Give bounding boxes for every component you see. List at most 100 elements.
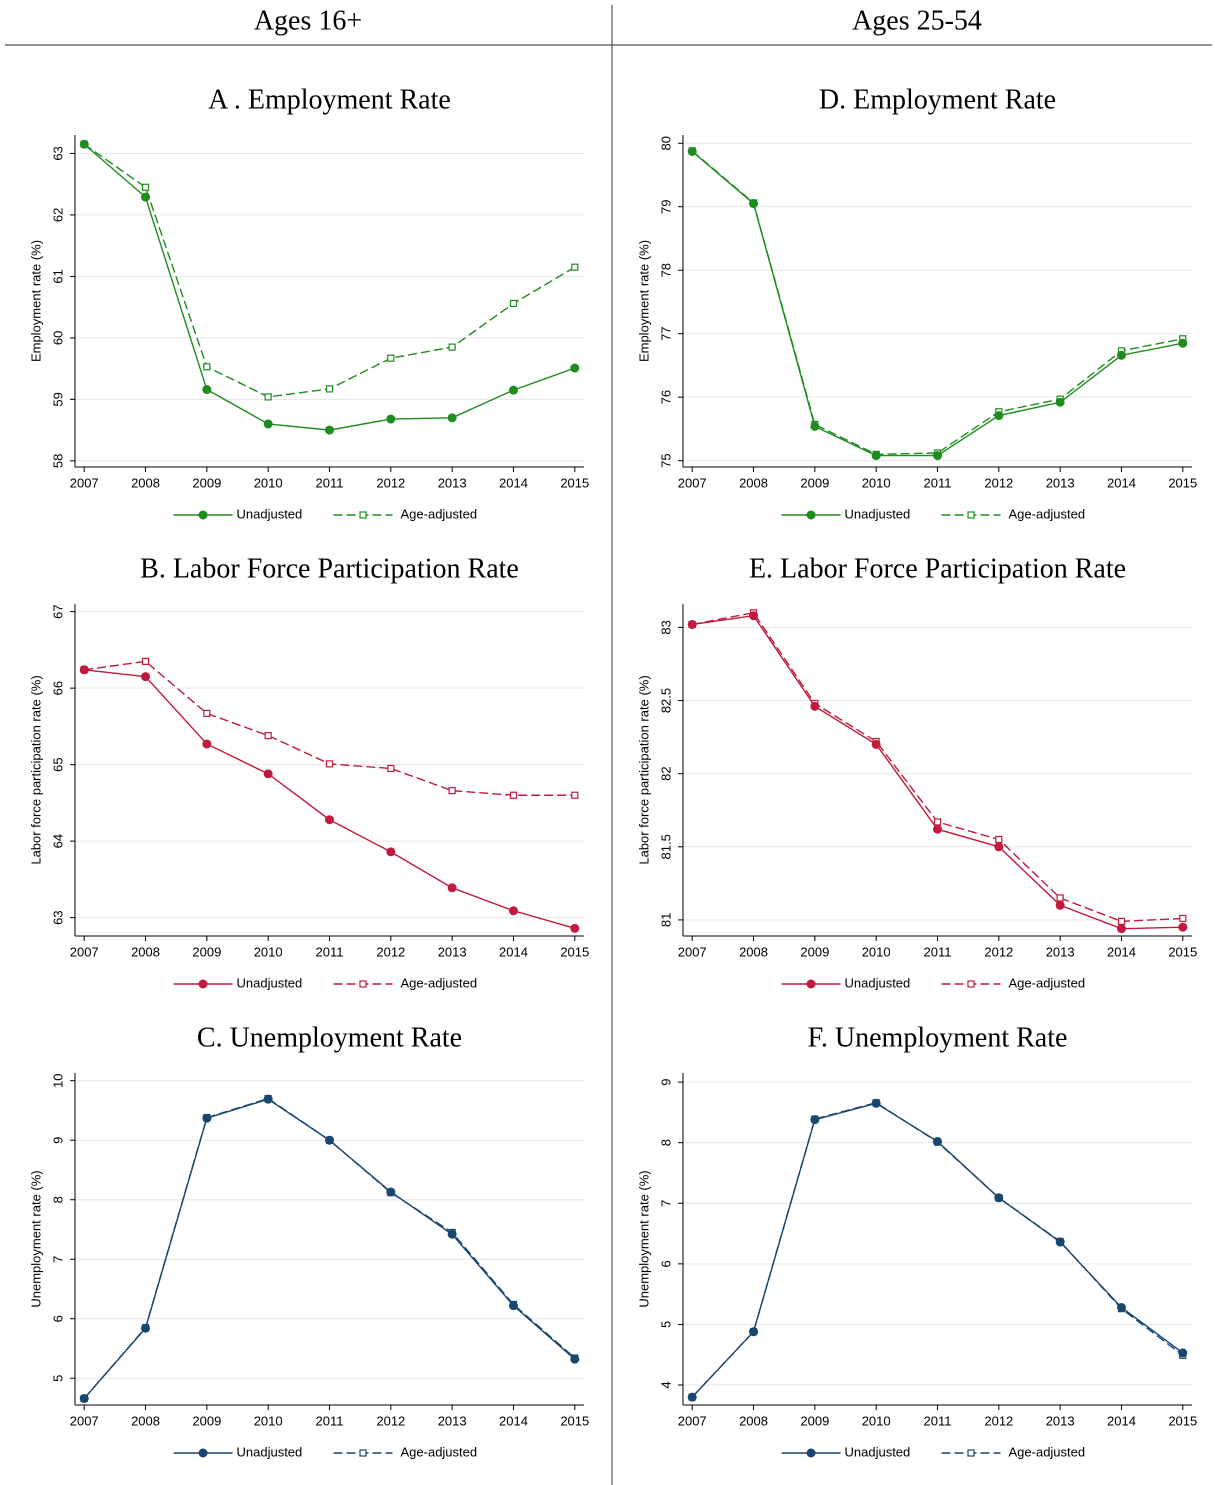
x-tick-label: 2009 <box>800 1413 829 1428</box>
marker <box>994 411 1004 421</box>
marker <box>933 1136 942 1146</box>
marker <box>447 413 457 423</box>
marker <box>571 791 579 799</box>
legend-label: Unadjusted <box>237 506 303 521</box>
x-tick-label: 2013 <box>438 944 467 959</box>
marker <box>263 1094 273 1104</box>
x-tick-label: 2007 <box>678 1413 707 1428</box>
marker <box>79 139 89 149</box>
x-tick-label: 2012 <box>984 475 1013 490</box>
legend-marker <box>967 511 975 519</box>
chart-title: B. Labor Force Participation Rate <box>140 553 519 584</box>
marker <box>1116 350 1126 360</box>
x-tick-label: 2008 <box>131 1413 160 1428</box>
x-tick-label: 2009 <box>800 944 829 959</box>
marker <box>325 1135 334 1145</box>
x-tick-label: 2012 <box>376 475 405 490</box>
marker <box>570 1354 580 1364</box>
marker <box>448 343 456 351</box>
y-tick-label: 8 <box>50 1196 65 1203</box>
x-tick-label: 2012 <box>376 1413 405 1428</box>
x-tick-label: 2007 <box>70 475 99 490</box>
marker <box>447 883 457 893</box>
x-tick-label: 2012 <box>984 944 1013 959</box>
x-tick-label: 2013 <box>1046 944 1075 959</box>
x-tick-label: 2010 <box>862 475 891 490</box>
marker <box>387 764 395 773</box>
x-tick-label: 2010 <box>254 1413 283 1428</box>
x-tick-label: 2010 <box>862 1413 891 1428</box>
x-tick-label: 2014 <box>499 475 528 490</box>
marker <box>325 385 334 393</box>
x-tick-label: 2011 <box>924 1413 952 1428</box>
chart-title: D. Employment Rate <box>819 84 1056 115</box>
marker <box>508 906 518 916</box>
x-tick-label: 2015 <box>560 944 589 959</box>
y-tick-label: 77 <box>658 326 673 340</box>
x-tick-label: 2013 <box>438 475 467 490</box>
marker <box>687 147 697 157</box>
y-tick-label: 4 <box>658 1381 673 1388</box>
marker <box>810 701 820 711</box>
y-axis-label: Labor force participation rate (%) <box>28 675 43 864</box>
marker <box>386 847 396 857</box>
chart-title: F. Unemployment Rate <box>808 1022 1068 1053</box>
marker <box>79 1393 89 1403</box>
marker <box>1179 914 1187 923</box>
x-tick-label: 2008 <box>739 1413 768 1428</box>
marker <box>994 842 1004 852</box>
marker <box>386 414 396 424</box>
x-tick-label: 2007 <box>70 1413 99 1428</box>
marker <box>1178 922 1188 932</box>
x-tick-label: 2014 <box>499 1413 528 1428</box>
y-tick-label: 8 <box>658 1139 673 1146</box>
legend-label: Unadjusted <box>237 975 303 990</box>
y-tick-label: 82.5 <box>658 688 673 713</box>
x-tick-label: 2011 <box>316 1413 344 1428</box>
marker <box>448 787 456 795</box>
x-tick-label: 2014 <box>1107 944 1136 959</box>
x-tick-label: 2011 <box>316 944 344 959</box>
x-tick-label: 2010 <box>254 944 283 959</box>
legend-label: Unadjusted <box>845 506 911 521</box>
y-tick-label: 59 <box>50 392 65 406</box>
y-tick-label: 60 <box>50 331 65 345</box>
y-tick-label: 79 <box>658 199 673 213</box>
x-tick-label: 2015 <box>1168 1413 1197 1428</box>
y-axis-label: Labor force participation rate (%) <box>636 675 651 864</box>
x-tick-label: 2014 <box>1107 475 1136 490</box>
legend-label: Age-adjusted <box>1009 1444 1086 1459</box>
marker <box>749 199 759 209</box>
marker <box>263 419 273 429</box>
marker <box>1055 900 1065 910</box>
marker <box>141 672 151 682</box>
y-axis-label: Employment rate (%) <box>28 240 43 362</box>
x-tick-label: 2010 <box>254 475 283 490</box>
x-tick-label: 2011 <box>924 475 952 490</box>
y-tick-label: 63 <box>50 146 65 160</box>
y-tick-label: 81.5 <box>658 834 673 859</box>
marker <box>141 192 151 202</box>
marker <box>263 769 273 779</box>
marker <box>447 1229 457 1239</box>
x-tick-label: 2008 <box>739 475 768 490</box>
y-tick-label: 7 <box>658 1200 673 1207</box>
marker <box>203 709 211 717</box>
y-tick-label: 83 <box>658 620 673 634</box>
marker <box>994 1193 1004 1203</box>
y-tick-label: 7 <box>50 1256 65 1263</box>
legend-label: Age-adjusted <box>401 975 478 990</box>
y-tick-label: 65 <box>50 757 65 771</box>
y-tick-label: 78 <box>658 263 673 277</box>
marker <box>1055 1237 1065 1247</box>
legend-label: Age-adjusted <box>401 1444 478 1459</box>
marker <box>1116 1302 1126 1312</box>
x-tick-label: 2012 <box>984 1413 1013 1428</box>
column-header: Ages 25-54 <box>852 5 982 36</box>
y-tick-label: 64 <box>50 834 65 848</box>
marker <box>1116 924 1126 934</box>
marker <box>325 815 334 825</box>
marker <box>79 665 89 675</box>
marker <box>202 1113 212 1123</box>
